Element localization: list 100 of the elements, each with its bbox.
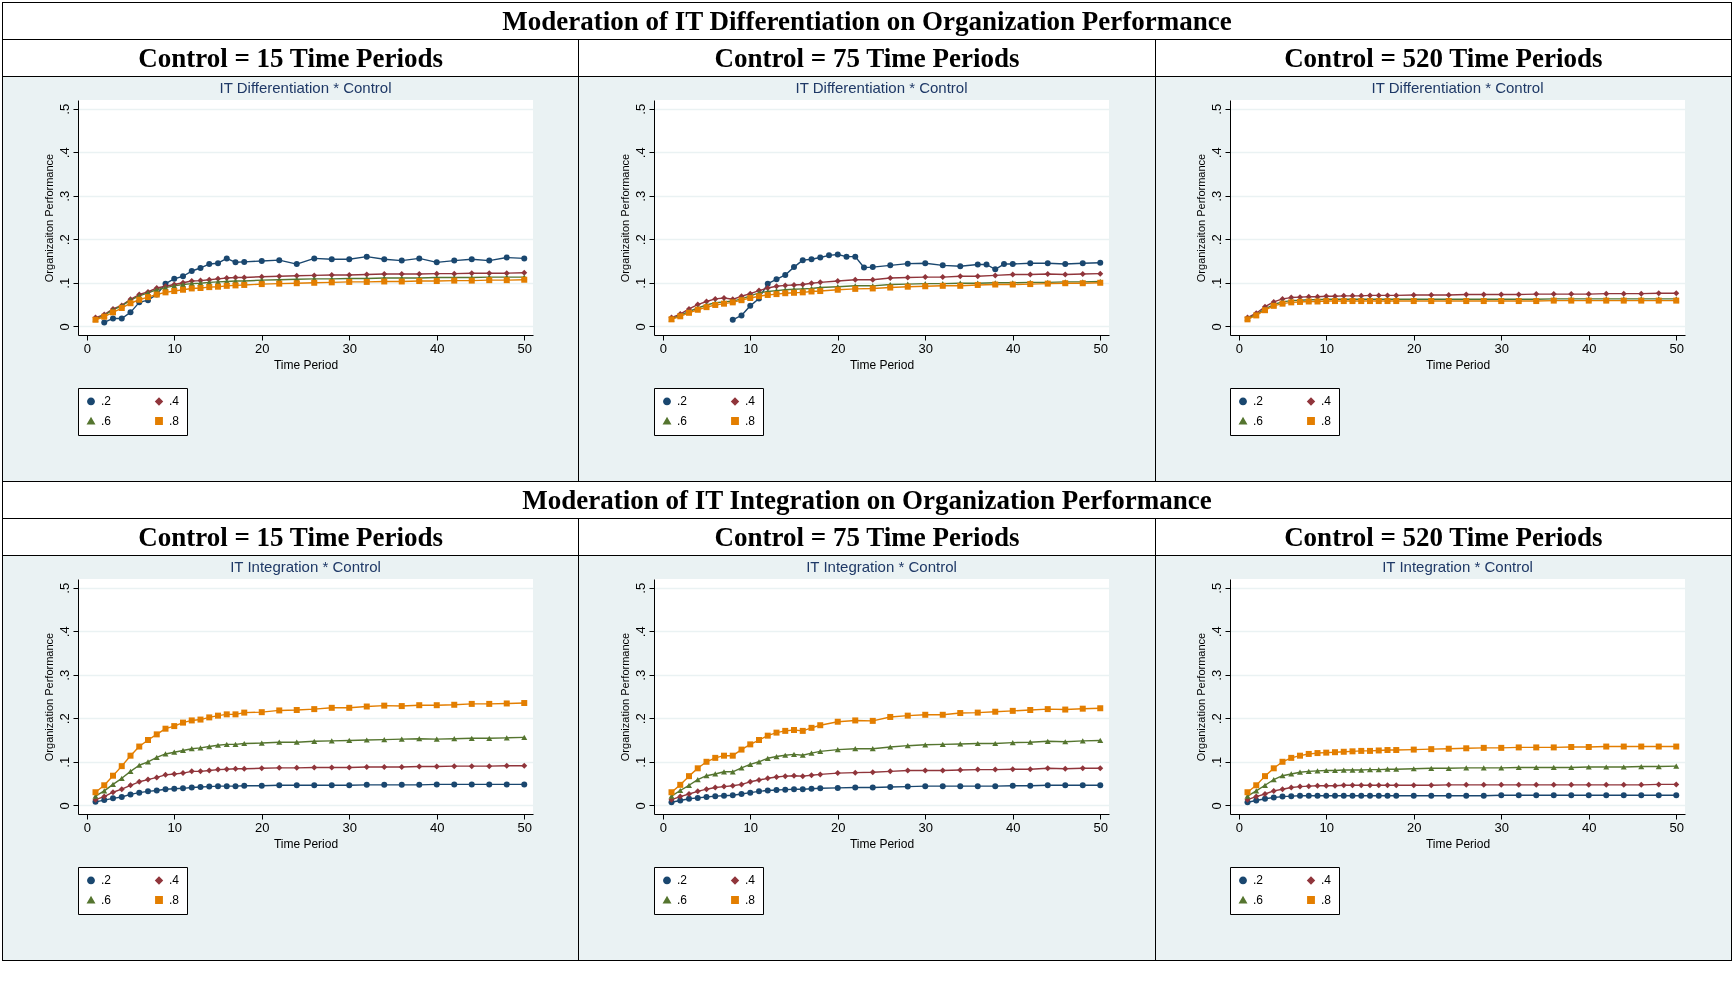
x-axis-title: Time Period	[1426, 836, 1491, 851]
x-tick-label: 20	[254, 819, 270, 835]
legend-label: .6	[1253, 414, 1264, 428]
y-tick-label: .4	[56, 626, 72, 638]
y-tick-label: .3	[1208, 669, 1224, 681]
chart-title: IT Differentiation * Control	[219, 79, 392, 96]
y-tick-label: .3	[1208, 190, 1224, 202]
x-tick-label: 40	[1006, 340, 1021, 356]
x-axis-title: Time Period	[849, 836, 915, 851]
y-tick-label: .1	[632, 756, 648, 768]
y-tick-label: .1	[56, 756, 72, 768]
x-tick-label: 50	[1093, 819, 1108, 835]
x-tick-label: 10	[743, 819, 758, 835]
legend-label: .4	[744, 394, 756, 409]
legend-label: .2	[676, 873, 688, 888]
x-tick-label: 20	[831, 819, 846, 835]
legend-label: .8	[168, 893, 179, 907]
x-axis-title: Time Period	[1426, 357, 1491, 372]
y-tick-label: .1	[1208, 756, 1224, 768]
y-tick-label: .2	[56, 713, 72, 725]
y-tick-label: 0	[1208, 802, 1224, 810]
x-tick-label: 50	[1669, 819, 1685, 835]
y-tick-label: .4	[1208, 626, 1224, 638]
legend-label: .4	[168, 394, 179, 409]
chart-subtitle: Control = 75 Time Periods	[578, 39, 1156, 77]
legend-label: .2	[100, 873, 111, 888]
text: Moderation of IT Integration on Organization Performance	[2, 481, 1732, 519]
x-tick-label: 0	[659, 819, 667, 835]
x-tick-label: 20	[1407, 819, 1422, 835]
y-tick-label: .1	[632, 277, 648, 289]
x-tick-label: 50	[1093, 340, 1108, 356]
legend-label: .4	[1321, 873, 1332, 888]
y-tick-label: .2	[632, 234, 648, 246]
x-tick-label: 50	[517, 819, 532, 835]
y-tick-label: .5	[56, 582, 72, 594]
legend-label: .4	[168, 873, 179, 888]
x-tick-label: 0	[83, 340, 91, 356]
x-tick-label: 40	[1582, 340, 1597, 356]
chart-title: IT Integration * Control	[1382, 558, 1534, 575]
y-tick-label: .3	[56, 669, 72, 681]
x-tick-label: 0	[83, 819, 91, 835]
y-tick-label: 0	[632, 802, 648, 810]
legend-label: .8	[1321, 893, 1332, 907]
y-axis-title: Organization Performance	[1194, 632, 1207, 762]
x-tick-label: 40	[1006, 819, 1021, 835]
y-tick-label: .2	[1208, 713, 1224, 725]
text: Moderation of IT Differentiation on Organization Performance	[2, 2, 1732, 40]
y-tick-label: .2	[632, 713, 648, 725]
x-tick-label: 20	[1407, 340, 1422, 356]
y-axis-title: Organization Performance	[42, 632, 55, 762]
x-tick-label: 0	[659, 340, 667, 356]
y-tick-label: .1	[1208, 277, 1224, 289]
chart-subtitle: Control = 75 Time Periods	[578, 518, 1156, 556]
x-tick-label: 30	[918, 819, 933, 835]
x-tick-label: 30	[342, 819, 357, 835]
y-tick-label: 0	[1208, 323, 1224, 331]
x-tick-label: 10	[1319, 340, 1335, 356]
x-tick-label: 10	[167, 819, 182, 835]
y-tick-label: .5	[632, 582, 648, 594]
x-tick-label: 10	[1319, 819, 1335, 835]
x-tick-label: 30	[342, 340, 357, 356]
x-tick-label: 0	[1235, 340, 1244, 356]
x-tick-label: 40	[429, 340, 445, 356]
legend-label: .8	[1321, 414, 1332, 428]
y-tick-label: .3	[56, 190, 72, 202]
y-tick-label: 0	[632, 323, 648, 331]
x-tick-label: 10	[743, 340, 758, 356]
legend-label: .6	[676, 414, 688, 428]
x-tick-label: 40	[1582, 819, 1597, 835]
x-tick-label: 40	[429, 819, 445, 835]
y-tick-label: .5	[56, 103, 72, 115]
legend-label: .6	[676, 893, 688, 907]
legend-label: .8	[744, 893, 756, 907]
legend-label: .2	[676, 394, 688, 409]
y-tick-label: .1	[56, 277, 72, 289]
x-axis-title: Time Period	[273, 836, 338, 851]
y-tick-label: .5	[632, 103, 648, 115]
y-tick-label: .5	[1208, 103, 1224, 115]
chart-title: IT Differentiation * Control	[795, 79, 968, 96]
y-tick-label: .4	[56, 147, 72, 159]
y-tick-label: .4	[632, 626, 648, 638]
y-tick-label: 0	[56, 323, 72, 331]
x-axis-title: Time Period	[849, 357, 915, 372]
legend-label: .8	[744, 414, 756, 428]
legend-label: .6	[1253, 893, 1264, 907]
legend-label: .6	[100, 893, 111, 907]
chart-subtitle: Control = 15 Time Periods	[2, 518, 579, 556]
chart-title: IT Integration * Control	[229, 558, 381, 575]
x-axis-title: Time Period	[273, 357, 338, 372]
x-tick-label: 30	[1494, 819, 1510, 835]
y-tick-label: .4	[632, 147, 648, 159]
x-tick-label: 0	[1235, 819, 1244, 835]
y-axis-title: Organizaiton Performance	[618, 153, 631, 283]
legend-label: .4	[744, 873, 756, 888]
x-tick-label: 30	[918, 340, 933, 356]
x-tick-label: 50	[1669, 340, 1685, 356]
y-axis-title: Organizaiton Performance	[1194, 153, 1207, 283]
x-tick-label: 30	[1494, 340, 1510, 356]
chart-subtitle: Control = 520 Time Periods	[1155, 39, 1732, 77]
y-axis-title: Organizaiton Performance	[42, 153, 55, 283]
